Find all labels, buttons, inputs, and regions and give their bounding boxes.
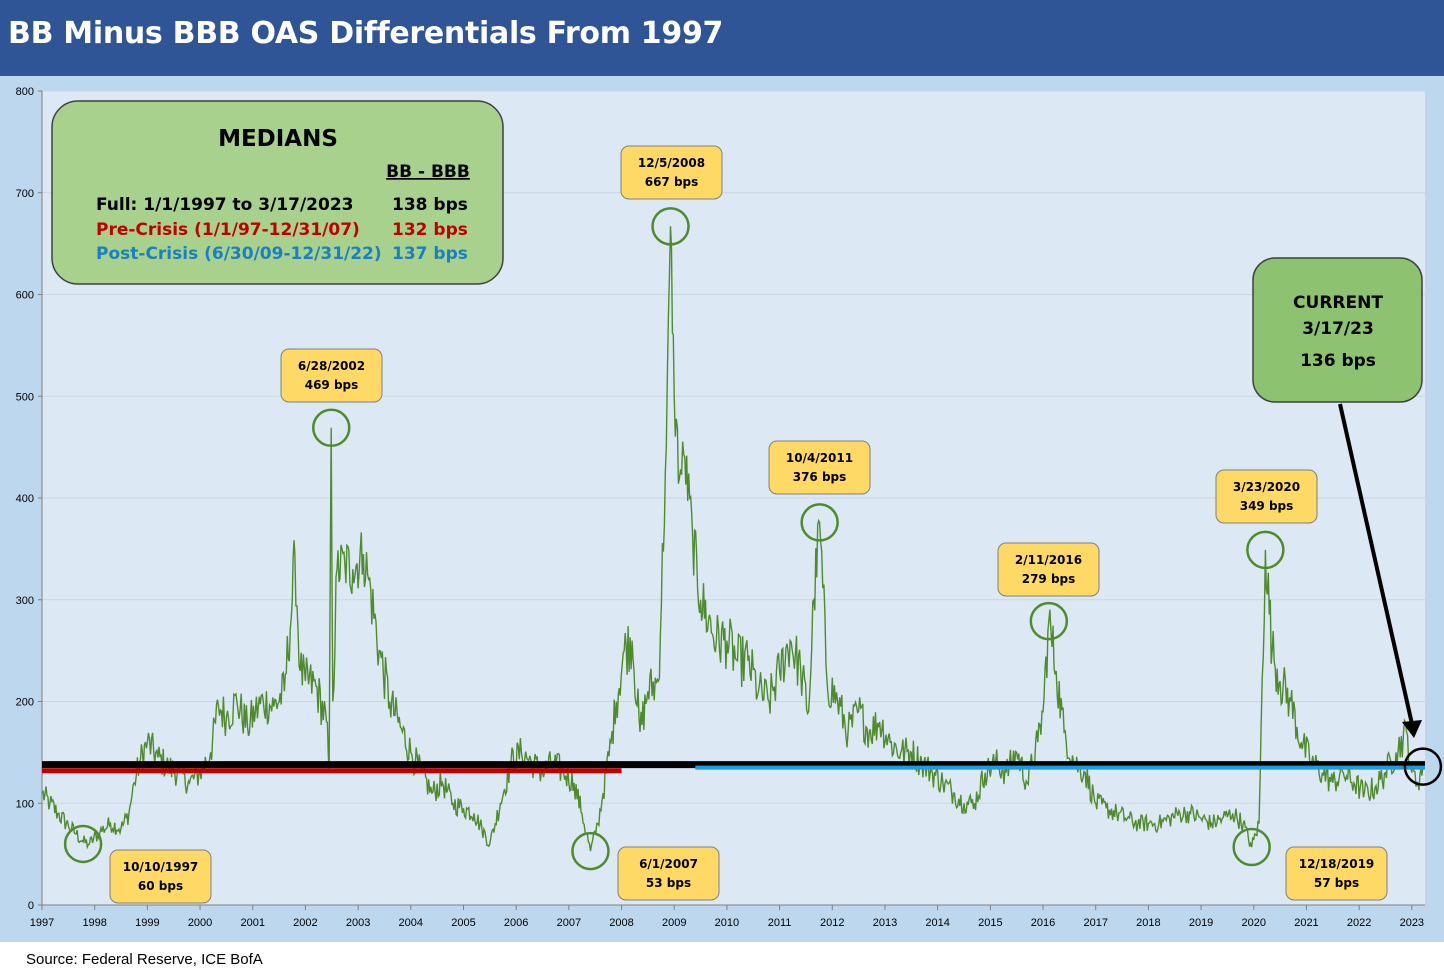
x-tick-label: 2000 <box>188 917 212 929</box>
annotation-circle <box>1246 530 1285 570</box>
y-tick-label: 200 <box>16 697 34 709</box>
x-tick-label: 2003 <box>346 917 370 929</box>
series-layer <box>41 226 1424 852</box>
callout-box <box>997 542 1100 597</box>
median-full-value: 138 bps <box>392 195 468 215</box>
current-label: CURRENT <box>1293 293 1383 313</box>
median-pre-crisis-value: 132 bps <box>392 220 468 240</box>
x-axis: 1997 1998 1999 2000 2001 2002 2003 2004 2005 2006… <box>30 904 1425 929</box>
callout-date: 2/11/2016 <box>1015 553 1082 567</box>
callout-value: 667 bps <box>645 175 699 189</box>
callout-date: 10/10/1997 <box>123 860 199 874</box>
x-tick-label: 2008 <box>609 917 633 929</box>
annotation-circle <box>800 503 839 542</box>
annotation-circle <box>1029 601 1069 641</box>
title-bar: BB Minus BBB OAS Differentials From 1997 <box>0 0 1444 76</box>
y-tick-label: 500 <box>16 391 34 403</box>
chart-title: BB Minus BBB OAS Differentials From 1997 <box>8 16 724 51</box>
y-tick-label: 400 <box>16 493 34 505</box>
annotation-circle <box>571 831 610 871</box>
callout-date: 6/1/2007 <box>639 857 698 871</box>
callout-value: 60 bps <box>138 879 183 893</box>
x-tick-label: 1997 <box>30 917 54 929</box>
x-tick-label: 2004 <box>399 917 423 929</box>
callout-value: 376 bps <box>793 470 847 484</box>
medians-column-header: BB - BBB <box>386 162 470 182</box>
y-tick-label: 800 <box>16 86 34 98</box>
series-line <box>41 226 1424 852</box>
current-arrow <box>1338 403 1414 725</box>
x-tick-label: 2012 <box>820 917 844 929</box>
current-arrow-head <box>1402 720 1422 738</box>
x-tick-label: 2007 <box>557 917 581 929</box>
callout-box <box>109 849 212 904</box>
y-tick-label: 600 <box>16 290 34 302</box>
callout-box <box>620 145 723 200</box>
x-tick-label: 2021 <box>1294 917 1318 929</box>
median-pre-crisis-label: Pre-Crisis (1/1/97-12/31/07) <box>96 220 360 240</box>
current-box: CURRENT 3/17/23 136 bps <box>1252 257 1423 738</box>
callout-date: 3/23/2020 <box>1233 480 1300 494</box>
callout-box <box>280 348 383 403</box>
x-tick-label: 2009 <box>662 917 686 929</box>
x-tick-label: 2016 <box>1031 917 1055 929</box>
source-note: Source: Federal Reserve, ICE BofA <box>26 951 263 968</box>
callout-value: 349 bps <box>1240 499 1294 513</box>
callout-box <box>1215 469 1318 524</box>
callout-date: 12/5/2008 <box>638 156 705 170</box>
median-post-crisis-value: 137 bps <box>392 244 468 264</box>
x-tick-label: 2010 <box>715 917 739 929</box>
annotation-circle <box>1232 827 1271 867</box>
x-tick-label: 2018 <box>1136 917 1160 929</box>
medians-heading: MEDIANS <box>218 126 338 152</box>
y-tick-label: 100 <box>16 798 34 810</box>
callout-value: 57 bps <box>1314 876 1359 890</box>
callout-date: 6/28/2002 <box>298 359 365 373</box>
callout-date: 12/18/2019 <box>1299 857 1375 871</box>
current-value: 136 bps <box>1300 351 1376 371</box>
annotations: 10/10/1997 60 bps 6/28/2002 469 bps 6/1/2007… <box>63 145 1443 904</box>
median-lines <box>42 761 1425 774</box>
x-tick-label: 2015 <box>978 917 1002 929</box>
y-tick-label: 0 <box>28 900 34 912</box>
callout-value: 279 bps <box>1022 572 1076 586</box>
median-full-label: Full: 1/1/1997 to 3/17/2023 <box>96 195 354 215</box>
callout-value: 53 bps <box>646 876 691 890</box>
x-tick-label: 2006 <box>504 917 528 929</box>
annotation-circle <box>1403 747 1443 786</box>
median-post-crisis-label: Post-Crisis (6/30/09-12/31/22) <box>96 244 382 264</box>
y-tick-label: 300 <box>16 595 34 607</box>
callout-box <box>768 440 871 495</box>
callout-box <box>1285 846 1388 901</box>
x-tick-label: 2011 <box>768 917 792 929</box>
x-tick-label: 2013 <box>873 917 897 929</box>
medians-box: MEDIANS BB - BBB Full: 1/1/1997 to 3/17/… <box>51 100 504 285</box>
x-tick-label: 1998 <box>82 917 106 929</box>
callout-value: 469 bps <box>305 378 359 392</box>
x-tick-label: 1999 <box>135 917 159 929</box>
x-tick-label: 2020 <box>1242 917 1266 929</box>
annotation-circle <box>651 207 690 246</box>
y-tick-label: 700 <box>16 188 34 200</box>
x-tick-label: 2023 <box>1400 917 1424 929</box>
x-tick-label: 2002 <box>293 917 317 929</box>
x-tick-label: 2019 <box>1189 917 1213 929</box>
x-tick-label: 2014 <box>925 917 949 929</box>
x-tick-label: 2005 <box>451 917 475 929</box>
y-axis: 0 100 200 300 400 500 600 700 800 <box>16 86 43 912</box>
callout-box <box>617 846 720 901</box>
current-date: 3/17/23 <box>1302 319 1374 339</box>
x-tick-label: 2022 <box>1347 917 1371 929</box>
annotation-circle <box>63 824 103 864</box>
x-tick-label: 2017 <box>1083 917 1107 929</box>
callout-date: 10/4/2011 <box>786 451 853 465</box>
annotation-circle <box>311 408 351 448</box>
x-tick-label: 2001 <box>241 917 265 929</box>
